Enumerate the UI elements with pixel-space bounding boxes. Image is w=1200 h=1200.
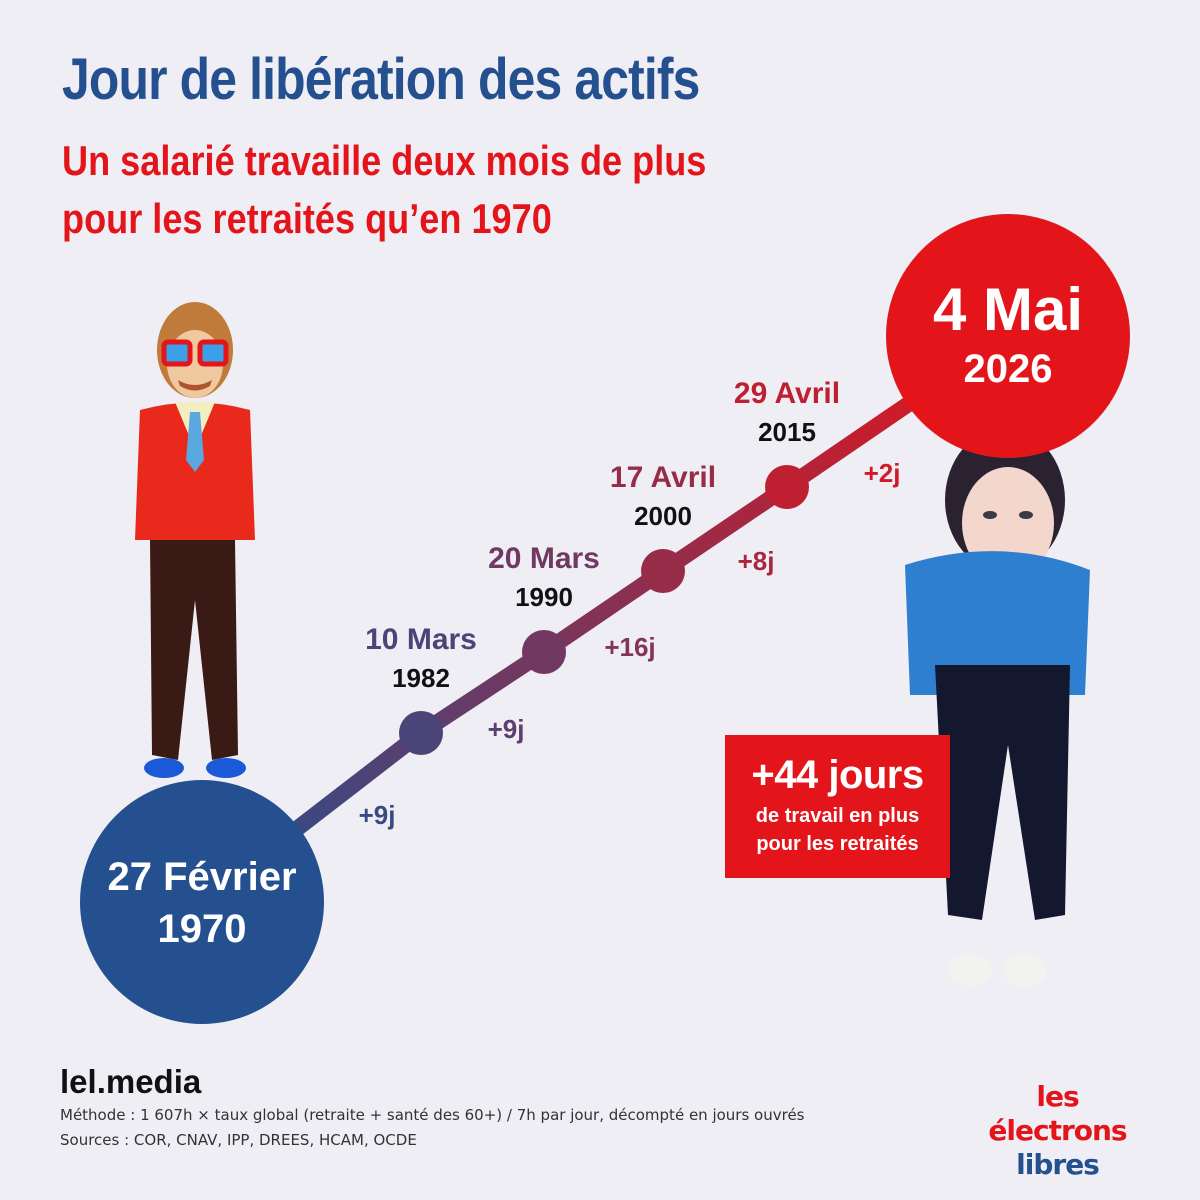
point-year-label: 1990 [515,582,573,612]
point-date-label: 20 Mars [488,542,600,575]
increment-label: +2j [864,458,901,488]
subtitle-line-1: Un salarié travaille deux mois de plus [62,137,707,184]
point-year-label: 1982 [392,663,450,693]
start-circle [80,780,324,1024]
logo-line-2: libres [1016,1148,1100,1181]
page-subtitle: Un salarié travaille deux mois de plus p… [62,132,706,248]
method-note: Méthode : 1 607h × taux global (retraite… [60,1106,805,1124]
site-name: lel.media [60,1063,202,1100]
callout-total: +44 jours [751,753,924,797]
timeline-point [765,465,809,509]
increment-label: +9j [359,800,396,830]
retro-man-illustration [135,302,255,778]
end-year-label: 2026 [964,347,1053,391]
point-date-label: 29 Avril [734,377,840,410]
timeline-point [399,711,443,755]
callout-line-2: pour les retraités [756,833,919,855]
timeline-point [641,549,685,593]
end-date-label: 4 Mai [933,276,1083,343]
point-date-label: 17 Avril [610,461,716,494]
point-year-label: 2000 [634,501,692,531]
sources-note: Sources : COR, CNAV, IPP, DREES, HCAM, O… [60,1131,417,1149]
brand-logo: les électrons libres [970,1080,1145,1182]
start-date-label: 27 Février [107,855,296,899]
total-callout: +44 jours de travail en plus pour les re… [725,735,950,878]
point-date-label: 10 Mars [365,623,477,656]
increment-label: +9j [488,714,525,744]
page-title: Jour de libération des actifs [62,47,700,112]
subtitle-line-2: pour les retraités qu’en 1970 [62,195,552,242]
increment-label: +8j [738,546,775,576]
callout-line-1: de travail en plus [755,805,920,827]
point-year-label: 2015 [758,417,816,447]
logo-line-1: les électrons [988,1080,1127,1147]
timeline-point [522,630,566,674]
start-year-label: 1970 [158,907,247,951]
timeline-line [194,328,1016,910]
young-woman-illustration [905,428,1090,986]
increment-label: +16j [604,632,655,662]
end-circle [886,214,1130,458]
